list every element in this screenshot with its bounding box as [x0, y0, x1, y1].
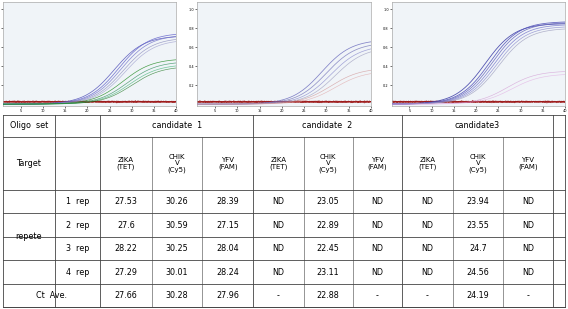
- Text: 30.01: 30.01: [166, 268, 189, 277]
- Text: YFV
(FAM): YFV (FAM): [367, 157, 387, 170]
- Text: -: -: [527, 291, 529, 300]
- Text: 3  rep: 3 rep: [66, 244, 89, 253]
- Text: ZIKA
(TET): ZIKA (TET): [418, 157, 437, 170]
- Text: 28.22: 28.22: [115, 244, 137, 253]
- Text: 27.6: 27.6: [117, 221, 135, 230]
- Text: 24.19: 24.19: [467, 291, 490, 300]
- Text: ND: ND: [371, 268, 383, 277]
- Text: -: -: [426, 291, 429, 300]
- Text: candidate3: candidate3: [455, 121, 500, 130]
- Text: 27.96: 27.96: [216, 291, 239, 300]
- Text: 30.25: 30.25: [166, 244, 189, 253]
- Text: 28.39: 28.39: [216, 197, 239, 206]
- Text: ND: ND: [522, 221, 534, 230]
- Text: ND: ND: [273, 197, 285, 206]
- Text: Target: Target: [16, 159, 41, 168]
- Text: ND: ND: [273, 268, 285, 277]
- Text: 27.15: 27.15: [216, 221, 239, 230]
- Text: CHIK
V
(Cy5): CHIK V (Cy5): [319, 154, 337, 173]
- Text: ND: ND: [421, 244, 433, 253]
- Text: 30.59: 30.59: [166, 221, 189, 230]
- Text: YFV
(FAM): YFV (FAM): [518, 157, 538, 170]
- Text: 27.53: 27.53: [115, 197, 137, 206]
- Text: ND: ND: [273, 221, 285, 230]
- Text: YFV
(FAM): YFV (FAM): [218, 157, 237, 170]
- Text: 30.26: 30.26: [166, 197, 189, 206]
- Text: 22.89: 22.89: [317, 221, 340, 230]
- Text: 24.56: 24.56: [467, 268, 490, 277]
- Text: 22.45: 22.45: [317, 244, 340, 253]
- Text: Oligo  set: Oligo set: [10, 121, 48, 130]
- Text: -: -: [277, 291, 280, 300]
- Text: repete: repete: [15, 232, 42, 241]
- Text: 23.55: 23.55: [466, 221, 490, 230]
- Text: 24.7: 24.7: [469, 244, 487, 253]
- Text: 27.66: 27.66: [115, 291, 137, 300]
- Text: 28.24: 28.24: [216, 268, 239, 277]
- Text: Ct  Ave.: Ct Ave.: [36, 291, 67, 300]
- Text: 27.29: 27.29: [115, 268, 137, 277]
- Text: ND: ND: [421, 268, 433, 277]
- Text: ND: ND: [371, 244, 383, 253]
- Text: 1  rep: 1 rep: [66, 197, 89, 206]
- Text: 23.11: 23.11: [317, 268, 340, 277]
- Text: ND: ND: [522, 197, 534, 206]
- Text: ND: ND: [273, 244, 285, 253]
- Text: ZIKA
(TET): ZIKA (TET): [269, 157, 287, 170]
- Text: ZIKA
(TET): ZIKA (TET): [117, 157, 135, 170]
- Text: 28.04: 28.04: [216, 244, 239, 253]
- Text: CHIK
V
(Cy5): CHIK V (Cy5): [168, 154, 186, 173]
- Text: 22.88: 22.88: [317, 291, 340, 300]
- Text: ND: ND: [522, 268, 534, 277]
- Text: 30.28: 30.28: [166, 291, 189, 300]
- Text: -: -: [376, 291, 379, 300]
- Text: ND: ND: [421, 221, 433, 230]
- Text: 23.94: 23.94: [467, 197, 490, 206]
- Text: ND: ND: [522, 244, 534, 253]
- Text: ND: ND: [421, 197, 433, 206]
- Text: candidate  2: candidate 2: [302, 121, 353, 130]
- Text: CHIK
V
(Cy5): CHIK V (Cy5): [469, 154, 487, 173]
- Text: 2  rep: 2 rep: [65, 221, 89, 230]
- Text: 4  rep: 4 rep: [66, 268, 89, 277]
- Text: ND: ND: [371, 221, 383, 230]
- Text: 23.05: 23.05: [317, 197, 340, 206]
- Text: ND: ND: [371, 197, 383, 206]
- Text: candidate  1: candidate 1: [152, 121, 202, 130]
